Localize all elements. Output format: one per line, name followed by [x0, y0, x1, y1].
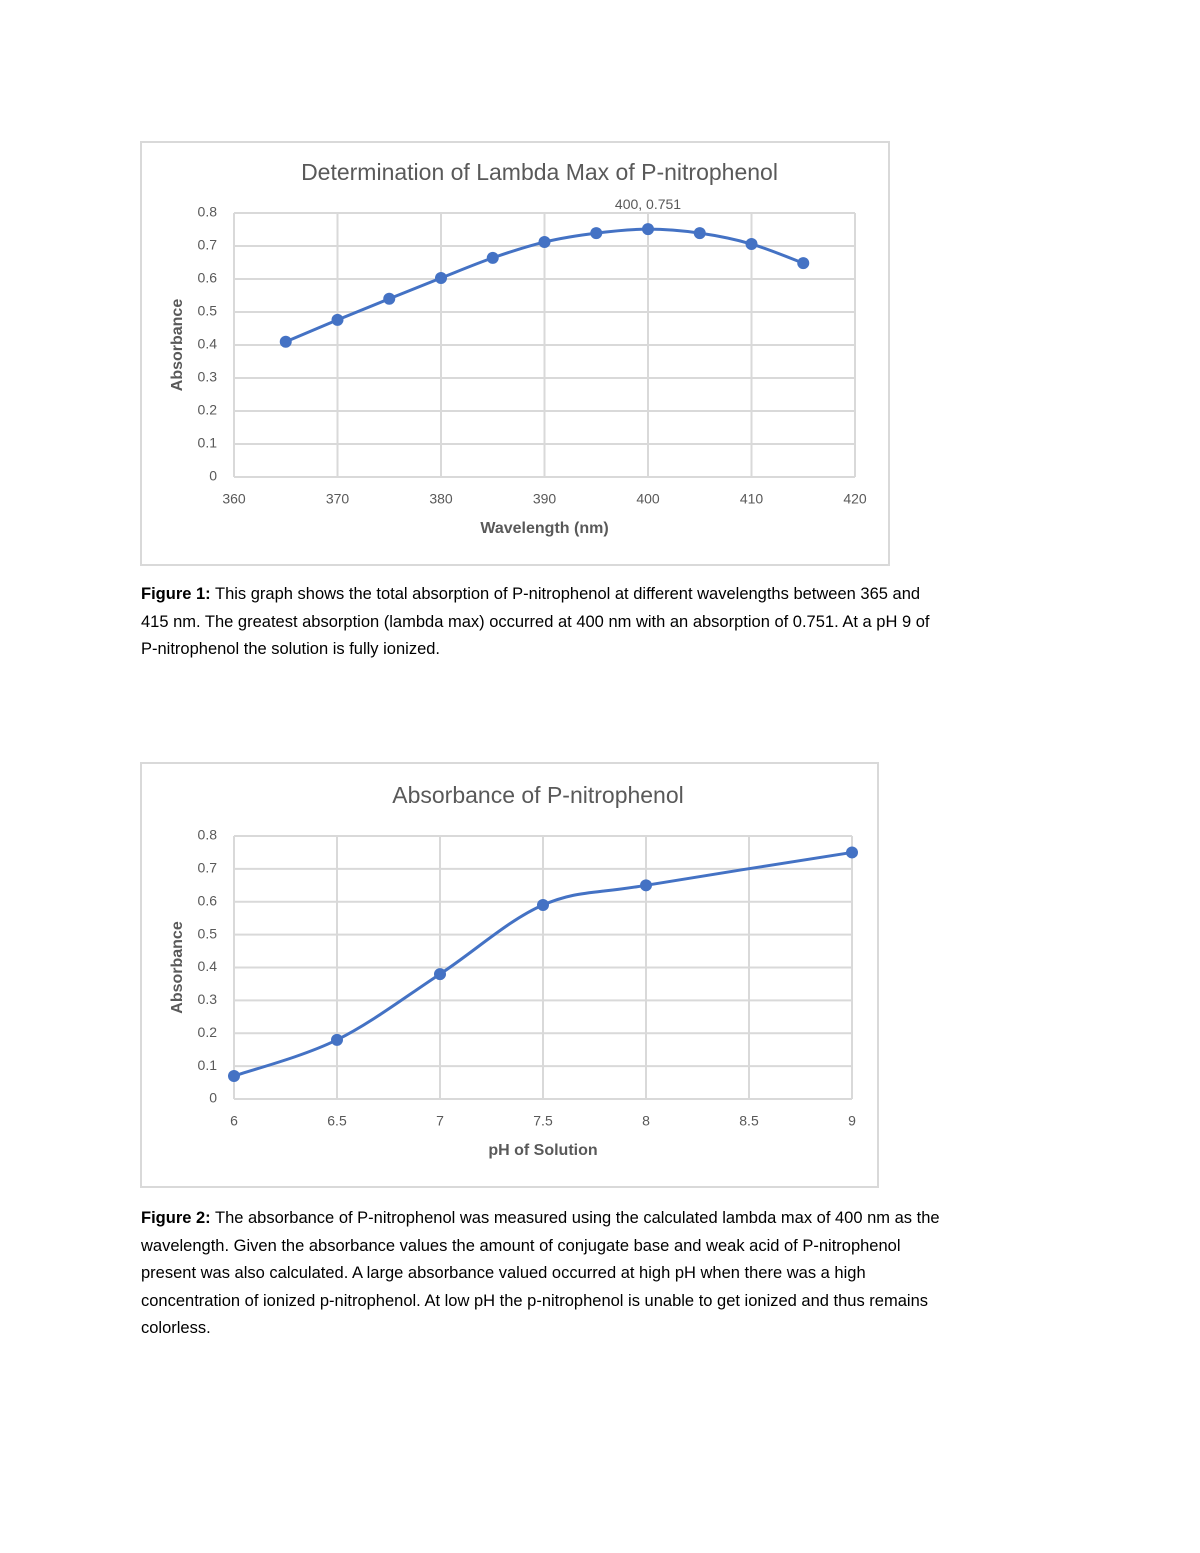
x-axis-title: pH of Solution	[488, 1142, 597, 1159]
x-tick-label: 6.5	[327, 1113, 347, 1129]
y-tick-label: 0.8	[198, 827, 218, 843]
y-tick-label: 0.7	[198, 860, 218, 876]
caption-text: The absorbance of P-nitrophenol was meas…	[141, 1209, 940, 1337]
y-tick-label: 0.8	[198, 204, 218, 220]
x-tick-label: 410	[740, 491, 764, 507]
data-point	[228, 1069, 240, 1082]
data-point	[846, 846, 858, 859]
data-point	[693, 227, 706, 240]
caption: Figure 2: The absorbance of P-nitropheno…	[141, 1205, 941, 1343]
chart-title: Determination of Lambda Max of P-nitroph…	[301, 159, 778, 185]
chart-title: Absorbance of P-nitrophenol	[392, 782, 684, 808]
y-tick-label: 0.4	[198, 336, 218, 352]
x-tick-label: 8.5	[739, 1113, 759, 1129]
data-point	[537, 899, 549, 912]
x-tick-label: 390	[533, 491, 557, 507]
x-tick-label: 7.5	[533, 1113, 553, 1129]
chart-frame	[140, 762, 879, 1188]
data-point	[640, 879, 652, 892]
x-tick-label: 9	[848, 1113, 856, 1129]
data-point	[590, 227, 603, 240]
caption-label: Figure 1:	[141, 585, 211, 603]
data-point	[797, 257, 810, 270]
y-tick-label: 0.3	[198, 369, 218, 385]
x-tick-label: 6	[230, 1113, 238, 1129]
y-tick-label: 0.7	[198, 237, 218, 253]
data-point	[434, 968, 446, 981]
data-point	[383, 292, 396, 305]
chart-frame	[140, 141, 890, 566]
x-tick-label: 420	[843, 491, 867, 507]
data-point	[745, 238, 758, 251]
y-tick-label: 0.1	[198, 1057, 218, 1073]
data-point	[279, 335, 292, 348]
y-tick-label: 0.4	[198, 958, 218, 974]
data-point	[642, 223, 654, 236]
y-tick-label: 0.2	[198, 402, 218, 418]
y-axis-title: Absorbance	[169, 921, 186, 1014]
y-tick-label: 0.2	[198, 1024, 218, 1040]
y-tick-label: 0.6	[198, 270, 218, 286]
caption-label: Figure 2:	[141, 1209, 211, 1227]
y-axis-title: Absorbance	[169, 299, 186, 392]
y-tick-label: 0.5	[198, 925, 218, 941]
y-tick-label: 0.1	[198, 435, 218, 451]
x-tick-label: 7	[436, 1113, 444, 1129]
data-point	[538, 236, 551, 249]
data-point	[435, 272, 447, 285]
caption: Figure 1: This graph shows the total abs…	[141, 581, 941, 664]
y-tick-label: 0.6	[198, 892, 218, 908]
y-tick-label: 0	[209, 1090, 217, 1106]
caption-text: This graph shows the total absorption of…	[141, 585, 930, 658]
x-axis-title: Wavelength (nm)	[480, 520, 608, 537]
x-tick-label: 370	[326, 491, 350, 507]
x-tick-label: 360	[222, 491, 246, 507]
data-point	[486, 251, 499, 264]
x-tick-label: 8	[642, 1113, 650, 1129]
data-label: 400, 0.751	[615, 196, 681, 212]
y-tick-label: 0	[209, 468, 217, 484]
data-point	[331, 313, 344, 326]
y-tick-label: 0.5	[198, 303, 218, 319]
x-tick-label: 380	[429, 491, 453, 507]
x-tick-label: 400	[636, 491, 660, 507]
y-tick-label: 0.3	[198, 991, 218, 1007]
data-point	[331, 1033, 343, 1046]
